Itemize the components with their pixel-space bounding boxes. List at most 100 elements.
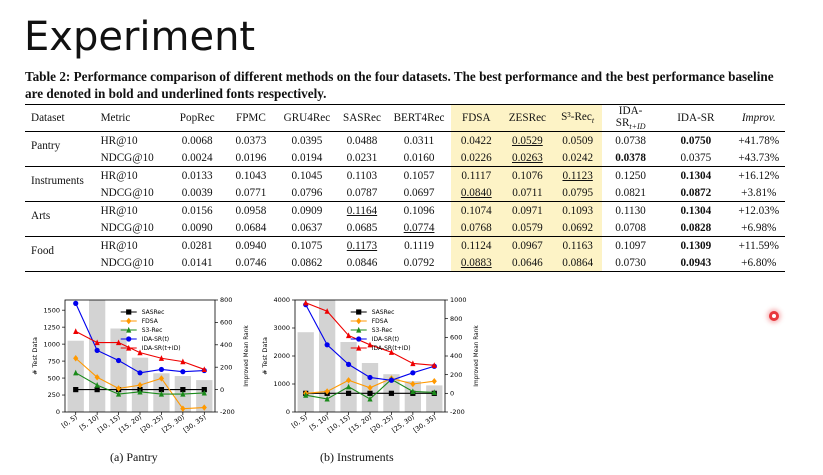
legend-item: IDA-SR(t+ID) bbox=[350, 344, 411, 352]
marker bbox=[324, 395, 330, 402]
y-tick-label: 0 bbox=[286, 408, 290, 416]
dataset-cell: Pantry bbox=[25, 132, 87, 152]
pantry-chart: 0 250 500 750 1000 1250 1500 -200 0 200 400 600 800 [… bbox=[31, 296, 250, 434]
marker bbox=[126, 317, 132, 325]
bar bbox=[340, 342, 357, 412]
value-cell: 0.1164 bbox=[336, 201, 388, 220]
results-table: Dataset Metric PopRec FPMC GRU4Rec SASRec BERT… bbox=[25, 103, 785, 273]
instruments-chart-subcaption: (b) Instruments bbox=[320, 450, 394, 464]
legend-item: IDA-SR(t) bbox=[120, 336, 169, 343]
legend-item: S3-Rec bbox=[120, 326, 162, 334]
table-row: NDCG@10 0.0024 0.0196 0.0194 0.0231 0.0160 0.0… bbox=[25, 149, 785, 167]
y2-tick-label: 600 bbox=[220, 319, 232, 327]
y-tick-label: 3000 bbox=[273, 324, 290, 332]
dataset-cell: Food bbox=[25, 236, 87, 258]
y2-axis-label: Improved Mean Rank bbox=[474, 325, 480, 387]
dataset-label: Food bbox=[31, 245, 55, 258]
marker bbox=[126, 336, 132, 342]
value-cell: 0.0692 bbox=[553, 219, 603, 237]
value-cell: 0.0872 bbox=[680, 186, 712, 199]
marker bbox=[73, 328, 79, 334]
value-cell: 0.0141 bbox=[169, 254, 225, 273]
dataset-cell: Arts bbox=[25, 201, 87, 223]
marker bbox=[73, 300, 79, 306]
marker bbox=[345, 390, 352, 396]
bar bbox=[110, 328, 127, 412]
table-row: Instruments HR@10 0.0133 0.1043 0.1045 0.1103… bbox=[25, 166, 785, 187]
value-cell: 0.0039 bbox=[181, 186, 213, 199]
bar bbox=[196, 380, 213, 412]
value-cell: 0.1074 bbox=[451, 201, 502, 220]
header-cell: IDA-SRt+ID bbox=[602, 103, 660, 133]
y2-tick-label: 0 bbox=[450, 390, 454, 398]
x-tick-label: [20, 25) bbox=[139, 413, 165, 434]
y2-tick-label: 800 bbox=[220, 296, 232, 304]
marker bbox=[94, 374, 100, 381]
dataset-label: Arts bbox=[31, 210, 51, 223]
dataset-cell bbox=[25, 254, 87, 273]
value-cell: 0.0395 bbox=[291, 134, 323, 147]
value-cell: 0.0864 bbox=[553, 254, 603, 273]
value-cell: 0.0068 bbox=[181, 134, 213, 147]
marker bbox=[356, 326, 362, 333]
header-cell: Improv. bbox=[732, 103, 785, 133]
x-tick-label: [0, 5) bbox=[290, 413, 309, 430]
record-indicator-icon[interactable] bbox=[769, 311, 779, 321]
value-cell: 0.0156 bbox=[169, 201, 225, 220]
x-tick-label: [30, 35) bbox=[182, 413, 208, 434]
series-s3-rec bbox=[303, 376, 437, 402]
y-tick-label: 1500 bbox=[43, 306, 60, 314]
marker bbox=[180, 369, 186, 375]
marker bbox=[180, 405, 186, 412]
marker bbox=[356, 344, 362, 351]
value-cell: 0.1124 bbox=[451, 236, 502, 255]
marker bbox=[115, 390, 122, 397]
x-tick-label: [15, 20) bbox=[347, 413, 373, 434]
x-tick-label: [30, 35) bbox=[412, 413, 438, 434]
value-cell: 0.0846 bbox=[336, 254, 388, 273]
marker bbox=[410, 370, 416, 376]
value-cell: 0.0971 bbox=[501, 201, 554, 220]
legend-label: FDSA bbox=[372, 318, 389, 325]
metric-cell: NDCG@10 bbox=[100, 221, 154, 234]
marker bbox=[126, 326, 132, 333]
marker bbox=[115, 339, 122, 346]
marker bbox=[367, 384, 373, 391]
value-cell: 0.0637 bbox=[291, 221, 323, 234]
marker bbox=[180, 358, 186, 365]
y-tick-label: 1000 bbox=[43, 340, 60, 348]
value-cell: 0.1075 bbox=[276, 236, 337, 255]
value-cell: 0.1173 bbox=[336, 236, 388, 255]
value-cell: 0.0943 bbox=[659, 254, 733, 273]
y-tick-label: 4000 bbox=[273, 296, 290, 304]
bar bbox=[297, 332, 314, 412]
value-cell: 0.0730 bbox=[602, 254, 660, 273]
bar bbox=[89, 300, 106, 412]
legend-item: IDA-SR(t+ID) bbox=[120, 344, 181, 352]
metric-cell: HR@10 bbox=[86, 166, 170, 185]
value-cell: 0.0375 bbox=[680, 151, 712, 164]
value-cell: 0.0746 bbox=[224, 254, 277, 273]
y-tick-label: 500 bbox=[48, 374, 60, 382]
value-cell: +12.03% bbox=[732, 201, 785, 220]
value-cell: 0.0194 bbox=[291, 151, 323, 164]
marker bbox=[303, 299, 309, 306]
marker bbox=[201, 389, 207, 396]
value-cell: 0.0488 bbox=[346, 134, 378, 147]
value-cell: 0.0750 bbox=[680, 134, 712, 147]
value-cell: 0.0787 bbox=[346, 186, 378, 199]
legend-item: S3-Rec bbox=[350, 326, 392, 334]
value-cell: 0.0024 bbox=[181, 151, 213, 164]
metric-cell: HR@10 bbox=[86, 236, 170, 255]
metric-cell: NDCG@10 bbox=[100, 151, 154, 164]
marker bbox=[431, 389, 437, 395]
value-cell: +11.59% bbox=[732, 236, 785, 255]
x-tick-label: [15, 20) bbox=[117, 413, 143, 434]
legend-label: IDA-SR(t) bbox=[372, 336, 399, 343]
value-cell: 0.1057 bbox=[387, 166, 452, 185]
series-fdsa bbox=[73, 355, 207, 412]
value-cell: 0.0646 bbox=[501, 254, 554, 273]
header-cell: Dataset bbox=[25, 103, 87, 133]
pantry-chart-subcaption: (a) Pantry bbox=[110, 450, 158, 464]
x-tick-label: [0, 5) bbox=[60, 413, 79, 430]
